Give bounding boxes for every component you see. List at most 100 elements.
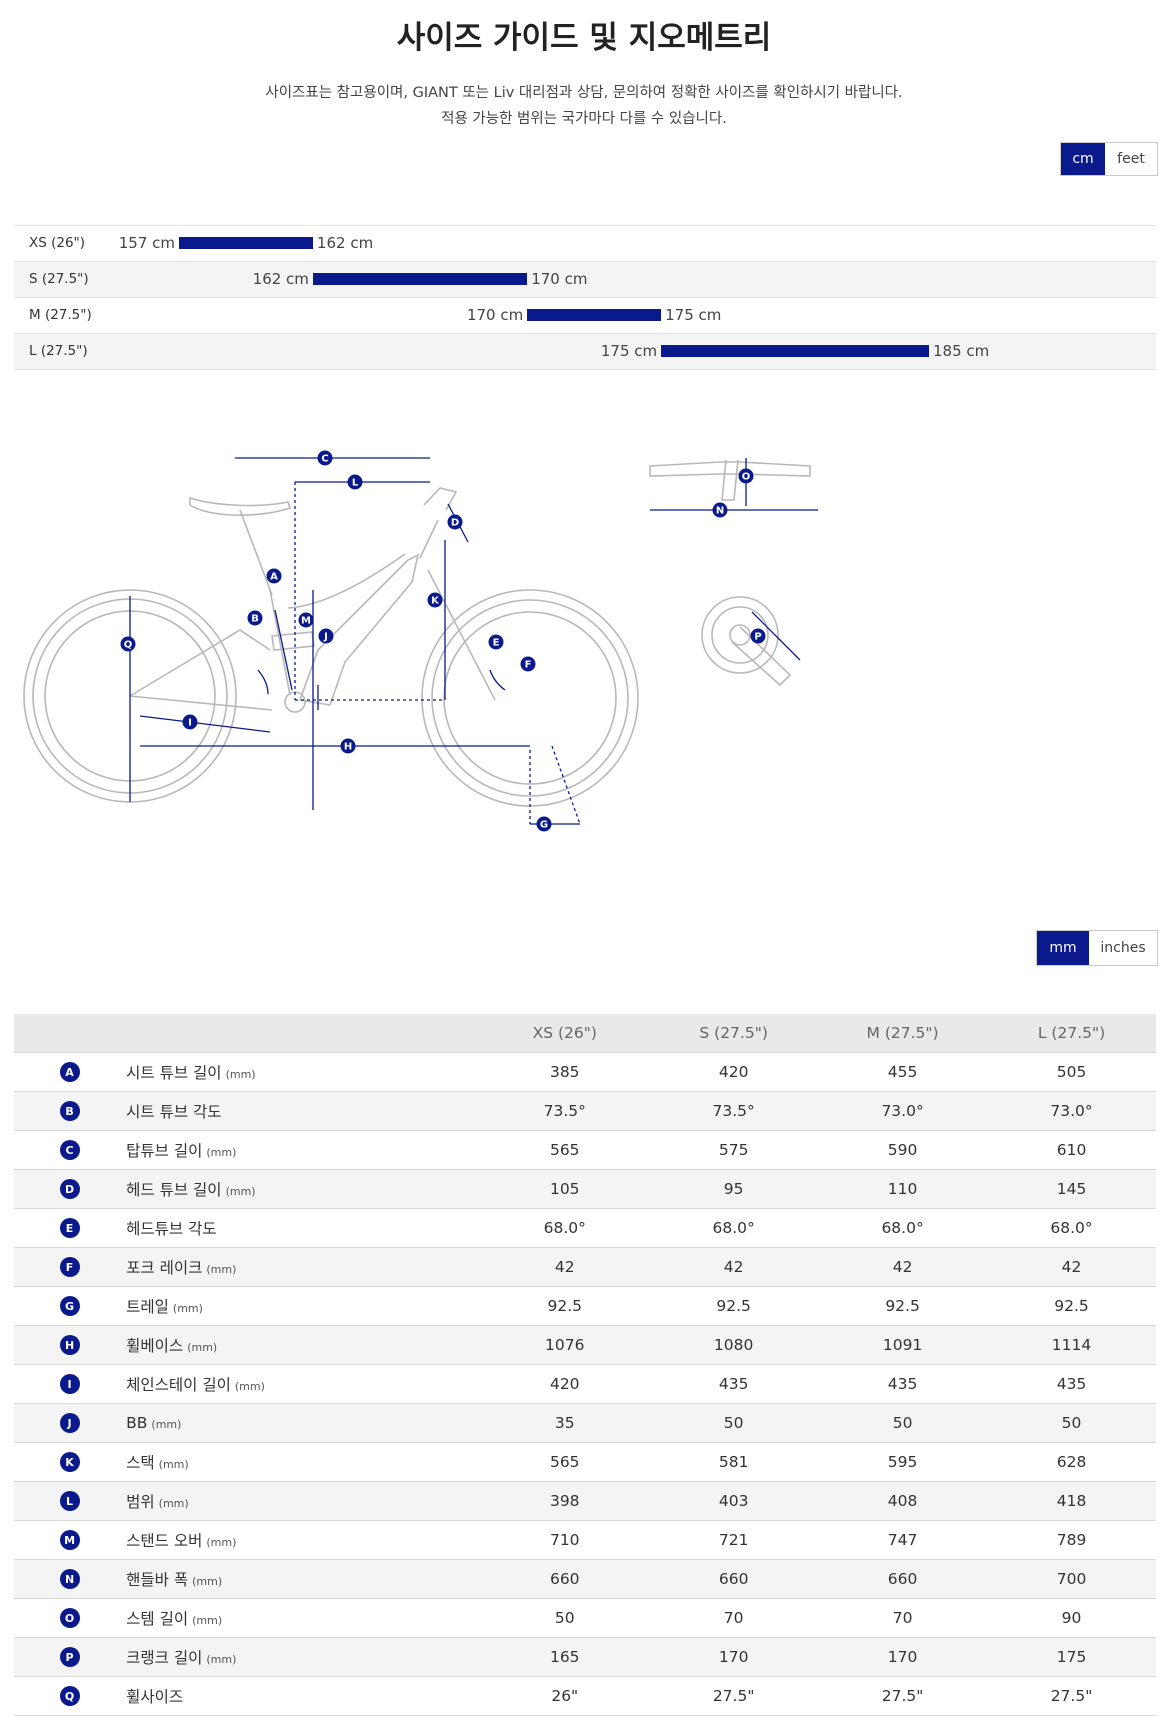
diagram-marker-e [488,634,504,650]
measure-unit: (mm) [206,1146,237,1159]
size-range-table: XS (26") 157 cm 162 cm S (27.5") 162 cm 170 c… [14,225,1156,370]
measure-unit: (mm) [158,1497,189,1510]
header-size-l: L (27.5") [987,1014,1156,1053]
subtitle-line-1: 사이즈표는 참고용이며, GIANT 또는 Liv 대리점과 상담, 문의하여 … [265,85,903,101]
diagram-marker-label: E [493,638,500,649]
geometry-value: 170 [818,1637,988,1677]
geometry-value: 145 [987,1169,1156,1209]
size-range-max: 185 cm [933,342,990,360]
top-tube [287,553,406,609]
geometry-value: 68.0° [649,1208,819,1248]
geometry-letter-cell: C [14,1130,126,1170]
measure-unit: (mm) [206,1653,237,1666]
geometry-letter-cell: Q [14,1676,126,1716]
seat-post [239,509,273,596]
diagram-marker-label: H [344,742,352,753]
stem [423,487,458,511]
geometry-row: O 스템 길이 (mm) 50 70 70 90 [14,1598,1156,1638]
geometry-value: 92.5 [818,1286,988,1326]
measure-label: 범위 [126,1493,155,1511]
mm-option[interactable]: mm [1037,931,1089,965]
geometry-value: 435 [649,1364,819,1404]
measure-unit: (mm) [151,1418,182,1431]
geometry-row: F 포크 레이크 (mm) 42 42 42 42 [14,1247,1156,1287]
diagram-marker-label: Q [124,640,133,651]
diagram-marker-label: P [754,632,761,643]
page-title: 사이즈 가이드 및 지오메트리 [396,20,772,56]
geometry-value: 565 [480,1130,650,1170]
measure-label: 휠사이즈 [126,1688,184,1706]
geometry-measure-name: 스템 길이 (mm) [125,1598,481,1638]
measure-label: 포크 레이크 [126,1259,203,1277]
diagram-marker-j [318,628,334,644]
measurement-letter-badge: I [59,1374,80,1394]
measure-label: 트레일 [126,1298,169,1316]
geometry-row: D 헤드 튜브 길이 (mm) 105 95 110 145 [14,1169,1156,1209]
geometry-letter-cell: D [14,1169,126,1209]
geometry-value: 68.0° [987,1208,1156,1248]
geometry-measure-name: 크랭크 길이 (mm) [125,1637,481,1677]
geometry-value: 165 [480,1637,650,1677]
geometry-value: 435 [987,1364,1156,1404]
geometry-value: 1091 [818,1325,988,1365]
stem-top [721,459,739,501]
geometry-row: B 시트 튜브 각도 73.5° 73.5° 73.0° 73.0° [14,1091,1156,1131]
measurement-letter-badge: Q [59,1686,80,1706]
feet-option[interactable]: feet [1117,151,1145,167]
size-range-bar [312,273,528,285]
diagram-marker-f [520,656,536,672]
cm-option[interactable]: cm [1061,143,1105,175]
inches-option[interactable]: inches [1100,940,1146,956]
measurement-letter-badge: P [59,1647,80,1667]
header-name-spacer [125,1014,481,1053]
measurement-letter-badge: E [59,1218,80,1238]
fork [419,519,496,701]
measurement-letter-badge: J [59,1413,80,1433]
geometry-value: 660 [480,1559,650,1599]
diagram-marker-i [182,714,198,730]
geometry-value: 505 [987,1052,1156,1092]
geometry-value: 105 [480,1169,650,1209]
geometry-measure-name: 휠베이스 (mm) [125,1325,481,1365]
diagram-marker-label: K [431,596,440,607]
geometry-measure-name: BB (mm) [125,1403,481,1443]
geometry-value: 73.5° [649,1091,819,1131]
geometry-measure-name: 포크 레이크 (mm) [125,1247,481,1287]
diagram-marker-l [347,474,363,490]
geometry-value: 455 [818,1052,988,1092]
measurement-letter-badge: F [59,1257,80,1277]
measurement-letter-badge: D [59,1179,80,1199]
geometry-value: 27.5" [649,1676,819,1716]
geometry-value: 27.5" [818,1676,988,1716]
header-size-xs: XS (26") [480,1014,650,1053]
measure-label: 스택 [126,1454,155,1472]
front-rim-inner [443,611,617,785]
measurement-letter-badge: B [59,1101,80,1121]
bike-geometry-diagram: A B C D E F G H I J K L M N O P Q [23,450,818,832]
measurement-letter-badge: K [59,1452,80,1472]
measure-label: 핸들바 폭 [126,1571,189,1589]
geometry-value: 50 [818,1403,988,1443]
subtitle-line-2: 적용 가능한 범위는 국가마다 다를 수 있습니다. [441,111,727,127]
geometry-row: G 트레일 (mm) 92.5 92.5 92.5 92.5 [14,1286,1156,1326]
geometry-value: 42 [649,1247,819,1287]
measure-unit: (mm) [172,1302,203,1315]
geometry-measure-name: 트레일 (mm) [125,1286,481,1326]
geometry-measure-name: 스택 (mm) [125,1442,481,1482]
measurement-letter-badge: A [59,1062,80,1082]
measure-unit: (mm) [234,1380,265,1393]
geometry-letter-cell: N [14,1559,126,1599]
geometry-letter-cell: O [14,1598,126,1638]
measure-unit: (mm) [187,1341,218,1354]
measure-label: 크랭크 길이 [126,1649,203,1667]
geometry-measure-name: 휠사이즈 [125,1676,481,1716]
geometry-value: 92.5 [649,1286,819,1326]
geometry-value: 595 [818,1442,988,1482]
geometry-row: K 스택 (mm) 565 581 595 628 [14,1442,1156,1482]
geometry-value: 170 [649,1637,819,1677]
diagram-marker-label: B [251,614,259,625]
measure-label: 체인스테이 길이 [126,1376,231,1394]
diagram-marker-label: A [270,572,278,583]
diagram-marker-label: G [540,820,548,831]
geometry-value: 581 [649,1442,819,1482]
